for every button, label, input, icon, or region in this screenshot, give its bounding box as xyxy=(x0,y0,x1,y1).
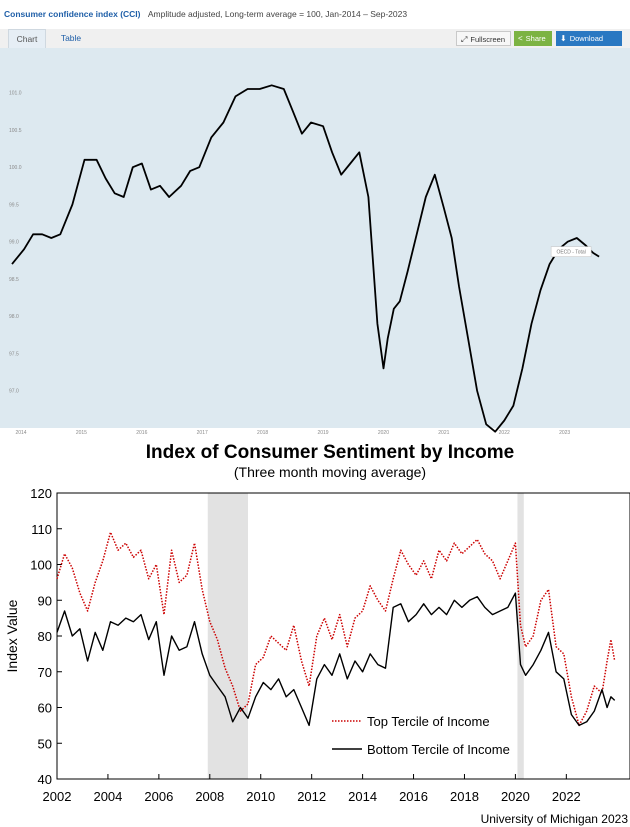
recession-shading xyxy=(207,493,248,779)
y-tick-label: 60 xyxy=(38,701,52,716)
chart-title: Index of Consumer Sentiment by Income xyxy=(146,442,514,463)
x-tick-label: 2006 xyxy=(144,789,173,804)
y-tick-label: 70 xyxy=(38,665,52,680)
download-label: Download xyxy=(569,34,604,43)
sentiment-by-income-chart: Index of Consumer Sentiment by Income(Th… xyxy=(4,442,630,826)
y-tick-label: 97.0 xyxy=(9,389,19,395)
tab-table[interactable]: Table xyxy=(60,33,82,43)
x-tick-label: 2014 xyxy=(15,430,26,436)
y-tick-label: 99.0 xyxy=(9,240,19,246)
fullscreen-button[interactable]: ⤢ Fullscreen xyxy=(456,31,511,46)
y-tick-label: 98.0 xyxy=(9,314,19,320)
source-note: University of Michigan 2023 xyxy=(481,812,629,826)
chart-subtitle: (Three month moving average) xyxy=(234,464,426,480)
y-tick-label: 50 xyxy=(38,736,52,751)
x-tick-label: 2015 xyxy=(76,430,87,436)
y-tick-label: 40 xyxy=(38,772,52,787)
x-tick-label: 2016 xyxy=(136,430,147,436)
series-tooltip: OECD - Total xyxy=(550,246,592,257)
legend-label: Bottom Tercile of Income xyxy=(367,742,510,757)
y-tick-label: 80 xyxy=(38,629,52,644)
y-tick-label: 90 xyxy=(38,593,52,608)
y-tick-label: 99.5 xyxy=(9,202,19,208)
fullscreen-icon: ⤢ xyxy=(461,35,468,44)
x-tick-label: 2020 xyxy=(378,430,389,436)
tooltip-label: OECD - Total xyxy=(556,250,585,256)
y-tick-label: 110 xyxy=(31,522,52,537)
share-label: Share xyxy=(525,34,546,43)
y-tick-label: 100.0 xyxy=(9,165,22,171)
y-tick-label: 120 xyxy=(30,486,52,501)
y-tick-label: 101.0 xyxy=(9,91,22,97)
x-tick-label: 2022 xyxy=(499,430,510,436)
x-tick-label: 2010 xyxy=(246,789,275,804)
legend-label: Top Tercile of Income xyxy=(367,714,490,729)
plot-frame xyxy=(56,492,630,780)
y-tick-label: 97.5 xyxy=(9,351,19,357)
x-tick-label: 2014 xyxy=(348,789,377,804)
series-line-bottom-tercile-of-income xyxy=(56,592,616,727)
x-tick-label: 2019 xyxy=(317,430,328,436)
widget-toolbar: Chart Table ⤢ Fullscreen < Share ⬇ Download xyxy=(0,29,630,49)
x-tick-label: 2018 xyxy=(257,430,268,436)
recession-shading xyxy=(517,493,524,779)
oecd-cci-widget: Consumer confidence index (CCI) Amplitud… xyxy=(0,9,630,436)
x-tick-label: 2002 xyxy=(43,789,72,804)
widget-title[interactable]: Consumer confidence index (CCI) xyxy=(4,9,141,19)
x-tick-label: 2018 xyxy=(450,789,479,804)
x-tick-label: 2022 xyxy=(552,789,581,804)
share-button[interactable]: < Share xyxy=(514,31,552,46)
x-tick-label: 2004 xyxy=(93,789,122,804)
x-tick-label: 2021 xyxy=(438,430,449,436)
x-tick-label: 2012 xyxy=(297,789,326,804)
y-tick-label: 100.5 xyxy=(9,128,22,134)
cci-chart: 97.0 97.5 98.0 98.5 99.0 99.5 100.0 100.5 101.0 2… xyxy=(0,48,630,436)
tooltip-box xyxy=(550,246,592,257)
legend: Top Tercile of Income Bottom Tercile of I… xyxy=(332,714,510,757)
widget-header: Consumer confidence index (CCI) Amplitud… xyxy=(4,9,624,25)
download-button[interactable]: ⬇ Download xyxy=(556,31,622,46)
fullscreen-label: Fullscreen xyxy=(470,35,506,44)
series-line-oecd-total xyxy=(11,84,600,433)
y-axis-label: Index Value xyxy=(4,599,20,672)
share-icon: < xyxy=(518,34,523,43)
x-tick-label: 2020 xyxy=(501,789,530,804)
plot-area xyxy=(0,48,630,428)
x-tick-label: 2017 xyxy=(197,430,208,436)
sentiment-by-income-chart-panel: Index of Consumer Sentiment by Income (Th… xyxy=(0,437,630,827)
x-tick-label: 2016 xyxy=(399,789,428,804)
tab-chart[interactable]: Chart xyxy=(8,29,46,48)
y-tick-label: 98.5 xyxy=(9,277,19,283)
y-tick-label: 100 xyxy=(30,558,52,573)
x-tick-label: 2023 xyxy=(559,430,570,436)
series-line-top-tercile-of-income xyxy=(56,531,616,727)
download-icon: ⬇ xyxy=(560,34,567,43)
widget-subtitle: Amplitude adjusted, Long-term average = … xyxy=(147,9,408,19)
x-tick-label: 2008 xyxy=(195,789,224,804)
